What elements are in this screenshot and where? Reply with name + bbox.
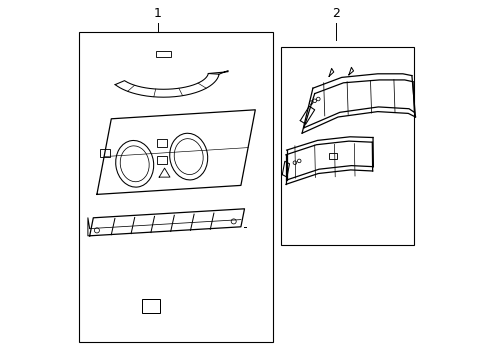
Text: 2: 2: [332, 7, 340, 20]
Bar: [328, 153, 336, 159]
Bar: [79, 32, 273, 342]
Bar: [157, 139, 167, 147]
Bar: [142, 299, 160, 313]
Bar: [157, 156, 167, 164]
Text: 1: 1: [154, 7, 162, 20]
Bar: [156, 51, 170, 57]
Bar: [280, 47, 413, 245]
Bar: [100, 149, 110, 157]
